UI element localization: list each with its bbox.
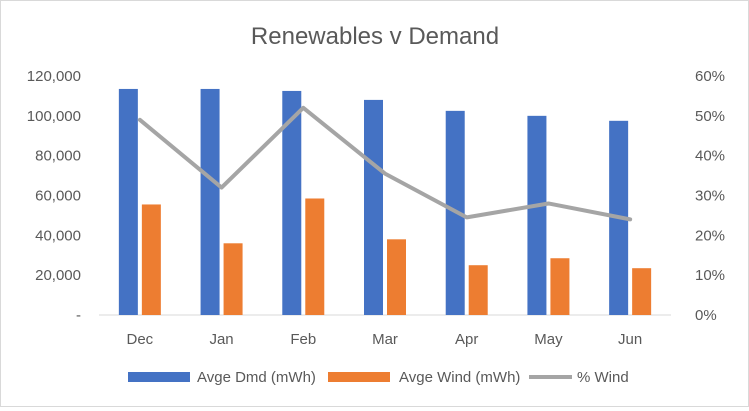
y-left-tick-label: 120,000 [27,68,81,85]
x-tick-label: Dec [127,331,154,348]
x-tick-label: Feb [290,331,316,348]
x-tick-label: Jun [618,331,642,348]
bar-avge-wind-mwh [468,265,488,315]
y-left-tick-label: - [76,307,81,324]
legend-swatch [128,372,190,382]
x-tick-label: Mar [372,331,398,348]
bar-avge-dmd-mwh [118,88,138,315]
y-left-tick-label: 20,000 [35,267,81,284]
bar-avge-wind-mwh [632,268,652,315]
bar-avge-wind-mwh [387,239,406,315]
legend-swatch [328,372,390,382]
legend-label: % Wind [577,369,629,386]
bar-avge-dmd-mwh [527,115,547,315]
y-right-tick-label: 30% [695,188,725,205]
y-right-tick-label: 10% [695,267,725,284]
legend-label: Avge Dmd (mWh) [197,369,316,386]
y-left-tick-label: 60,000 [35,188,81,205]
line-series-wind-percent [137,105,633,222]
bar-avge-dmd-mwh [200,88,220,315]
bar-avge-wind-mwh [141,204,161,315]
legend-label: Avge Wind (mWh) [399,369,520,386]
y-right-tick-label: 40% [695,148,725,165]
bar-avge-wind-mwh [223,243,243,315]
y-right-tick-label: 50% [695,108,725,125]
y-right-tick-label: 0% [695,307,717,324]
y-left-tick-label: 80,000 [35,148,81,165]
x-tick-label: May [534,331,563,348]
bar-avge-dmd-mwh [364,99,383,316]
x-tick-label: Apr [455,331,478,348]
y-right-tick-label: 20% [695,227,725,244]
y-left-tick-label: 40,000 [35,227,81,244]
y-left-tick-label: 100,000 [27,108,81,125]
chart-title: Renewables v Demand [251,23,499,50]
bar-avge-wind-mwh [305,198,325,315]
x-tick-label: Jan [209,331,233,348]
y-right-tick-label: 60% [695,68,725,85]
bar-avge-wind-mwh [550,258,570,315]
bar-avge-dmd-mwh [282,90,302,315]
